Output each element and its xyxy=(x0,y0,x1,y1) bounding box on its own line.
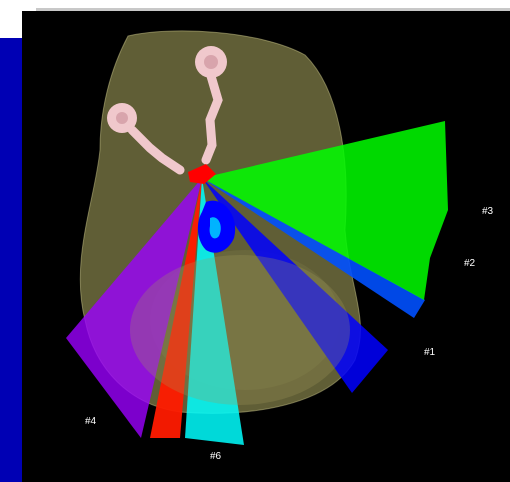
beam-3-wedge xyxy=(202,121,448,300)
left-frame-bar xyxy=(0,0,22,482)
head-overlay xyxy=(130,255,350,405)
right-eye-pupil xyxy=(116,112,128,124)
beam-2-wedge xyxy=(202,178,425,318)
top-frame-line xyxy=(22,0,510,8)
beam-4-label: #4 xyxy=(85,416,97,427)
right-optic-nerve xyxy=(127,125,185,175)
blue-structure-inner xyxy=(209,217,221,239)
beam-6-label: #6 xyxy=(210,451,222,462)
top-frame-rule xyxy=(36,8,510,11)
target-isocenter xyxy=(188,164,216,184)
beam-red-wedge xyxy=(150,178,202,438)
beam-visualization-viewport: #3 #2 #1 #4 #6 xyxy=(22,11,510,482)
beam-1-wedge xyxy=(202,178,388,393)
top-left-corner xyxy=(0,0,22,38)
left-optic-nerve xyxy=(201,71,223,165)
beam-1-label: #1 xyxy=(424,347,436,358)
beam-3-label: #3 xyxy=(482,206,494,217)
beam-2-label: #2 xyxy=(464,258,476,269)
beam-4-wedge xyxy=(66,178,202,438)
beam-6-wedge xyxy=(185,178,244,445)
beam-visualization xyxy=(66,30,448,445)
left-eye-pupil xyxy=(204,55,218,69)
